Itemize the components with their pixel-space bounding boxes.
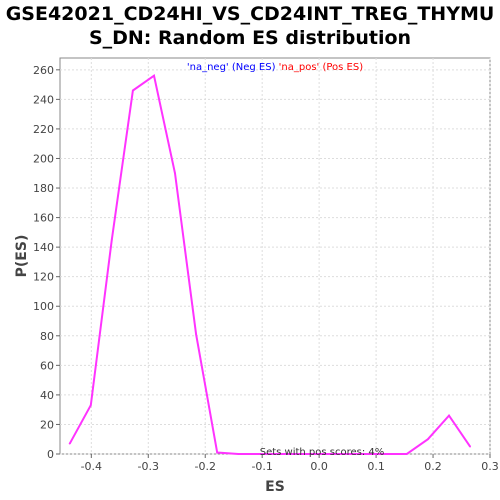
x-tick-label: -0.3 [138,460,159,473]
grid-lines [60,58,491,455]
x-tick-label: -0.2 [194,460,215,473]
y-tick-label: 180 [33,182,54,195]
x-tick-label: -0.1 [251,460,272,473]
x-tick-label: 0.3 [481,460,499,473]
data-point [132,89,134,92]
data-point [279,453,282,455]
data-point [384,453,387,455]
y-tick-label: 60 [40,359,54,372]
y-tick-label: 220 [33,123,54,136]
data-point [195,333,198,336]
data-point [237,453,240,455]
data-point [153,74,155,77]
y-tick-label: 0 [47,448,54,461]
x-tick-label: 0.1 [367,460,385,473]
y-tick-label: 240 [33,93,54,106]
legend-entry-pos: 'na_pos' (Pos ES) [279,62,364,73]
data-point [448,414,450,417]
y-axis-label: P(ES) [14,235,30,278]
data-point [68,442,71,445]
y-tick-label: 40 [40,389,54,402]
y-tick-label: 160 [33,212,54,225]
legend: 'na_neg' (Neg ES) 'na_pos' (Pos ES) [187,62,363,73]
y-tick-label: 120 [33,271,54,284]
data-point [89,404,92,407]
data-point [258,453,261,455]
data-point [427,438,429,441]
y-tick-label: 20 [40,418,54,431]
pos-scores-annotation: Sets with pos scores: 4% [260,447,385,458]
y-tick-label: 260 [33,64,54,77]
x-tick-label: -0.4 [81,460,102,473]
series-layer [68,74,471,455]
x-tick-label: 0.0 [310,460,328,473]
axis-ticks: -0.4 -0.3 -0.2 -0.1 0.0 0.1 0.2 0.3 0 20 40 60 80 100… [33,64,499,473]
es-distribution-line [68,74,471,455]
y-tick-label: 200 [33,152,54,165]
plot-area [59,57,491,455]
data-point [174,172,176,175]
data-point [216,451,219,454]
data-point [342,453,345,455]
x-axis-label: ES [265,479,285,495]
legend-entry-neg: 'na_neg' (Neg ES) [187,62,279,73]
data-point [405,453,408,455]
chart-title-line-2: S_DN: Random ES distribution [88,27,412,49]
chart-title-line-1: GSE42021_CD24HI_VS_CD24INT_TREG_THYMU [5,3,495,25]
x-tick-label: 0.2 [424,460,442,473]
data-point [321,453,324,455]
y-tick-label: 140 [33,241,54,254]
y-tick-label: 80 [40,330,54,343]
data-point [110,238,113,241]
data-point [469,445,471,448]
y-tick-label: 100 [33,300,54,313]
data-point [300,453,303,455]
data-point [363,453,366,455]
